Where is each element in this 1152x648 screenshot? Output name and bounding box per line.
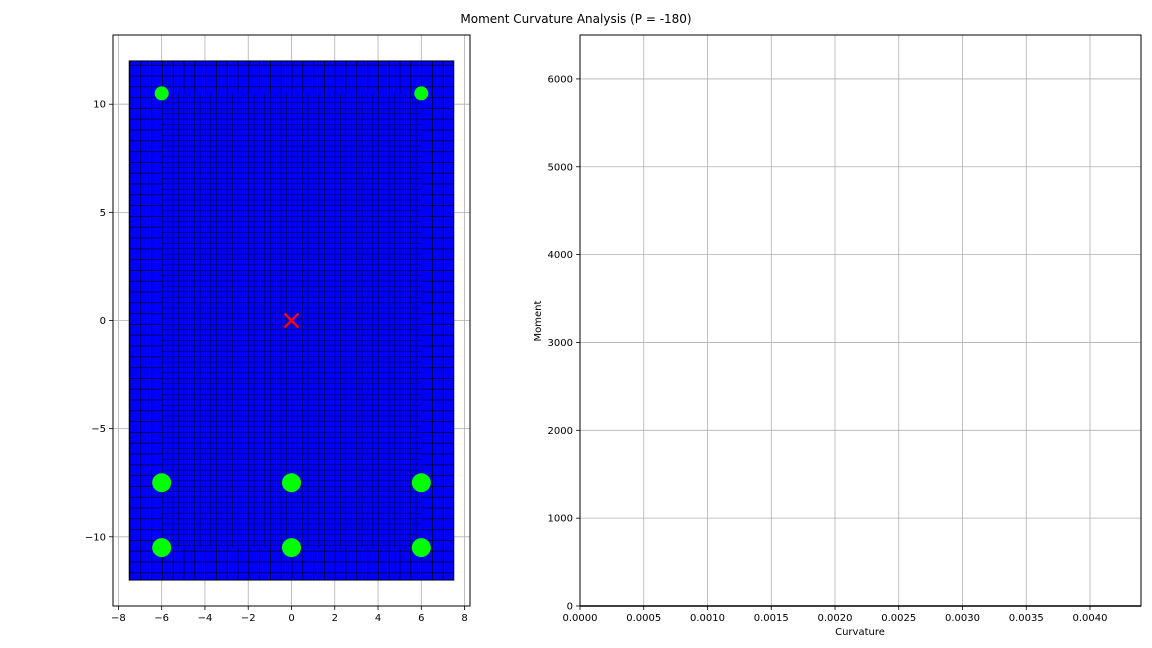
y-tick-label: −10	[85, 532, 106, 543]
x-tick-label: 8	[461, 613, 467, 624]
x-tick-label: 0.0015	[754, 613, 789, 624]
y-tick-label: 0	[100, 316, 106, 327]
x-tick-label: −8	[111, 613, 126, 624]
x-tick-label: −6	[154, 613, 169, 624]
x-tick-label: 2	[332, 613, 338, 624]
x-tick-label: 0.0035	[1009, 613, 1044, 624]
centroid-marker	[283, 312, 300, 329]
rebar-point	[152, 473, 172, 493]
y-tick-label: 0	[567, 602, 573, 613]
x-tick-label: 0.0030	[945, 613, 980, 624]
rebar-point	[154, 86, 169, 101]
x-tick-label: 0.0040	[1073, 613, 1108, 624]
rebar-point	[411, 538, 431, 558]
x-tick-label: 6	[418, 613, 424, 624]
centroid-x-stroke	[283, 312, 300, 329]
rebar-point	[414, 86, 429, 101]
x-axis-label: Curvature	[835, 627, 885, 638]
moment-curvature-plot: 0.0000 0.0005 0.0010 0.0015 0.0020 0.0025 0.00…	[533, 34, 1142, 638]
x-tick-label: −2	[241, 613, 256, 624]
x-tick-label: −4	[198, 613, 213, 624]
mc-ticks: 0.0000 0.0005 0.0010 0.0015 0.0020 0.0025 0.00…	[548, 74, 1108, 624]
y-tick-label: −5	[91, 424, 106, 435]
y-tick-label: 5000	[548, 162, 573, 173]
y-tick-label: 6000	[548, 74, 573, 85]
x-tick-label: 0.0005	[626, 613, 661, 624]
mc-gridlines	[579, 35, 1141, 607]
y-tick-label: 10	[93, 100, 106, 111]
y-tick-label: 3000	[548, 338, 573, 349]
x-tick-label: 0.0010	[690, 613, 725, 624]
mc-axes-frame	[579, 34, 1142, 607]
y-axis-label: Moment	[533, 300, 544, 341]
y-tick-label: 1000	[548, 514, 573, 525]
figure-title: Moment Curvature Analysis (P = -180)	[460, 12, 691, 26]
section-plot: −8 −6 −4 −2 0 2 4 6 8 −10 −5 0 5 10	[85, 34, 471, 624]
y-tick-label: 5	[100, 208, 106, 219]
x-tick-label: 0.0020	[818, 613, 853, 624]
rebar-point	[282, 473, 301, 493]
y-tick-label: 2000	[548, 426, 573, 437]
y-tick-label: 4000	[548, 250, 573, 261]
x-tick-label: 0.0000	[563, 613, 598, 624]
rebar-point	[411, 473, 431, 493]
rebar-markers	[152, 86, 431, 558]
x-tick-label: 0.0025	[881, 613, 916, 624]
rebar-point	[152, 538, 172, 558]
rebar-point	[282, 538, 301, 558]
section-ticks: −8 −6 −4 −2 0 2 4 6 8 −10 −5 0 5 10	[85, 100, 468, 624]
x-tick-label: 0	[288, 613, 294, 624]
x-tick-label: 4	[375, 613, 381, 624]
